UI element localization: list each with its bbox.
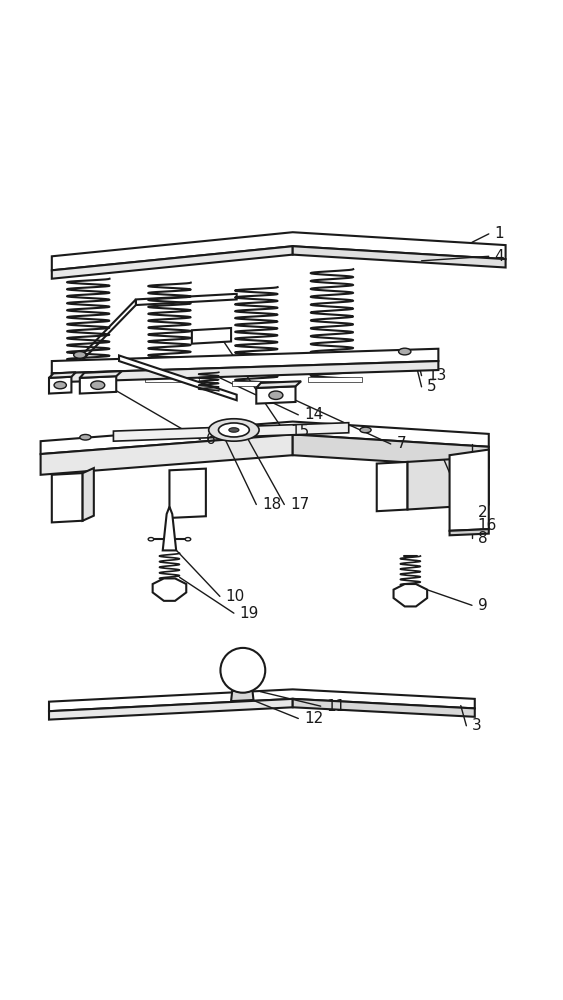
Polygon shape <box>49 377 72 394</box>
Text: 19: 19 <box>239 606 259 621</box>
Polygon shape <box>136 294 236 305</box>
Ellipse shape <box>91 381 105 389</box>
Polygon shape <box>231 690 253 701</box>
Polygon shape <box>41 422 489 454</box>
Polygon shape <box>113 423 348 441</box>
Ellipse shape <box>148 538 154 541</box>
Text: 10: 10 <box>225 589 245 604</box>
Polygon shape <box>293 699 475 717</box>
Polygon shape <box>80 299 136 363</box>
Polygon shape <box>41 434 293 475</box>
Text: 4: 4 <box>494 249 504 264</box>
Polygon shape <box>450 529 489 535</box>
Text: 18: 18 <box>262 497 281 512</box>
Ellipse shape <box>229 428 239 432</box>
Polygon shape <box>256 386 296 404</box>
Text: 6: 6 <box>206 432 216 447</box>
Text: 12: 12 <box>304 711 323 726</box>
Polygon shape <box>256 381 301 388</box>
Text: 1: 1 <box>494 226 504 241</box>
Polygon shape <box>119 355 236 400</box>
Ellipse shape <box>360 427 371 433</box>
Polygon shape <box>377 462 408 511</box>
Text: 15: 15 <box>290 424 309 439</box>
Polygon shape <box>80 376 116 394</box>
Polygon shape <box>80 371 122 378</box>
Polygon shape <box>49 372 76 378</box>
Polygon shape <box>52 473 83 522</box>
Polygon shape <box>293 434 489 468</box>
Polygon shape <box>52 361 439 382</box>
Polygon shape <box>49 689 475 711</box>
Text: 9: 9 <box>477 598 488 613</box>
Text: 14: 14 <box>304 407 323 422</box>
Polygon shape <box>49 699 293 720</box>
Ellipse shape <box>185 538 191 541</box>
Ellipse shape <box>54 382 66 389</box>
Polygon shape <box>52 246 293 279</box>
Polygon shape <box>83 468 94 521</box>
Polygon shape <box>408 457 489 510</box>
Polygon shape <box>192 328 231 344</box>
Polygon shape <box>52 349 439 373</box>
Polygon shape <box>52 232 506 270</box>
Ellipse shape <box>399 348 411 355</box>
Text: 17: 17 <box>290 497 309 512</box>
Bar <box>308 377 361 382</box>
Text: 7: 7 <box>396 436 406 451</box>
Polygon shape <box>293 246 506 268</box>
Text: 16: 16 <box>477 518 497 533</box>
Bar <box>145 377 199 382</box>
Circle shape <box>221 648 265 693</box>
Text: 13: 13 <box>427 368 446 383</box>
Ellipse shape <box>269 391 283 399</box>
Polygon shape <box>394 584 427 606</box>
Ellipse shape <box>80 434 91 440</box>
Polygon shape <box>450 450 489 531</box>
Bar <box>232 381 286 386</box>
Text: 8: 8 <box>477 531 487 546</box>
Polygon shape <box>169 469 206 518</box>
Polygon shape <box>163 507 176 550</box>
Polygon shape <box>153 578 186 601</box>
Text: 11: 11 <box>327 699 346 714</box>
Ellipse shape <box>74 352 86 358</box>
Text: 5: 5 <box>427 379 437 394</box>
Ellipse shape <box>209 419 259 441</box>
Ellipse shape <box>218 423 249 437</box>
Text: 2: 2 <box>477 505 487 520</box>
Bar <box>64 374 118 380</box>
Text: 3: 3 <box>472 718 482 733</box>
